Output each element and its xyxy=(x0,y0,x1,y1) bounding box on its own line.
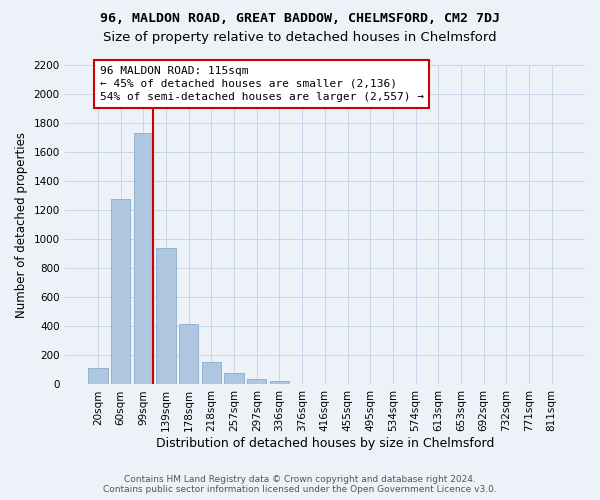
Bar xyxy=(224,373,244,384)
Text: 96 MALDON ROAD: 115sqm
← 45% of detached houses are smaller (2,136)
54% of semi-: 96 MALDON ROAD: 115sqm ← 45% of detached… xyxy=(100,66,424,102)
Bar xyxy=(270,381,289,384)
Bar xyxy=(179,324,199,384)
X-axis label: Distribution of detached houses by size in Chelmsford: Distribution of detached houses by size … xyxy=(155,437,494,450)
Bar xyxy=(247,379,266,384)
Text: Contains HM Land Registry data © Crown copyright and database right 2024.
Contai: Contains HM Land Registry data © Crown c… xyxy=(103,474,497,494)
Text: Size of property relative to detached houses in Chelmsford: Size of property relative to detached ho… xyxy=(103,31,497,44)
Text: 96, MALDON ROAD, GREAT BADDOW, CHELMSFORD, CM2 7DJ: 96, MALDON ROAD, GREAT BADDOW, CHELMSFOR… xyxy=(100,12,500,26)
Bar xyxy=(134,132,153,384)
Y-axis label: Number of detached properties: Number of detached properties xyxy=(15,132,28,318)
Bar xyxy=(157,248,176,384)
Bar xyxy=(202,362,221,384)
Bar xyxy=(88,368,107,384)
Bar xyxy=(111,200,130,384)
